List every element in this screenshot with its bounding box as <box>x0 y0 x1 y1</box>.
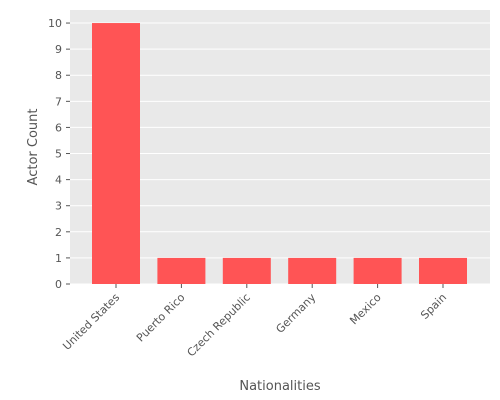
y-axis-ticks: 0 1 2 3 4 5 6 7 8 9 10 <box>48 17 70 291</box>
bar <box>419 257 467 284</box>
y-tick-label: 1 <box>55 252 62 265</box>
bar <box>288 257 337 284</box>
bar <box>353 257 402 284</box>
y-tick-label: 2 <box>55 226 62 239</box>
x-axis-title: Nationalities <box>239 379 320 394</box>
x-tick-label: Czech Republic <box>184 291 252 359</box>
y-tick-label: 0 <box>55 278 62 291</box>
y-tick-label: 5 <box>55 148 62 161</box>
bars <box>92 23 467 285</box>
y-tick-label: 8 <box>55 69 62 82</box>
y-tick-label: 9 <box>55 43 62 56</box>
y-axis-title: Actor Count <box>26 109 41 186</box>
bar <box>222 257 271 284</box>
y-tick-label: 3 <box>55 200 62 213</box>
x-tick-label: Puerto Rico <box>134 291 188 345</box>
x-tick-label: Germany <box>273 291 318 336</box>
y-tick-label: 4 <box>55 174 62 187</box>
bar <box>157 257 206 284</box>
y-tick-label: 6 <box>55 121 62 134</box>
y-tick-label: 10 <box>48 17 62 30</box>
x-tick-label: Spain <box>418 291 449 322</box>
x-tick-label: Mexico <box>347 291 384 328</box>
y-tick-label: 7 <box>55 95 62 108</box>
x-tick-label: United States <box>60 291 122 353</box>
bar <box>92 23 140 285</box>
